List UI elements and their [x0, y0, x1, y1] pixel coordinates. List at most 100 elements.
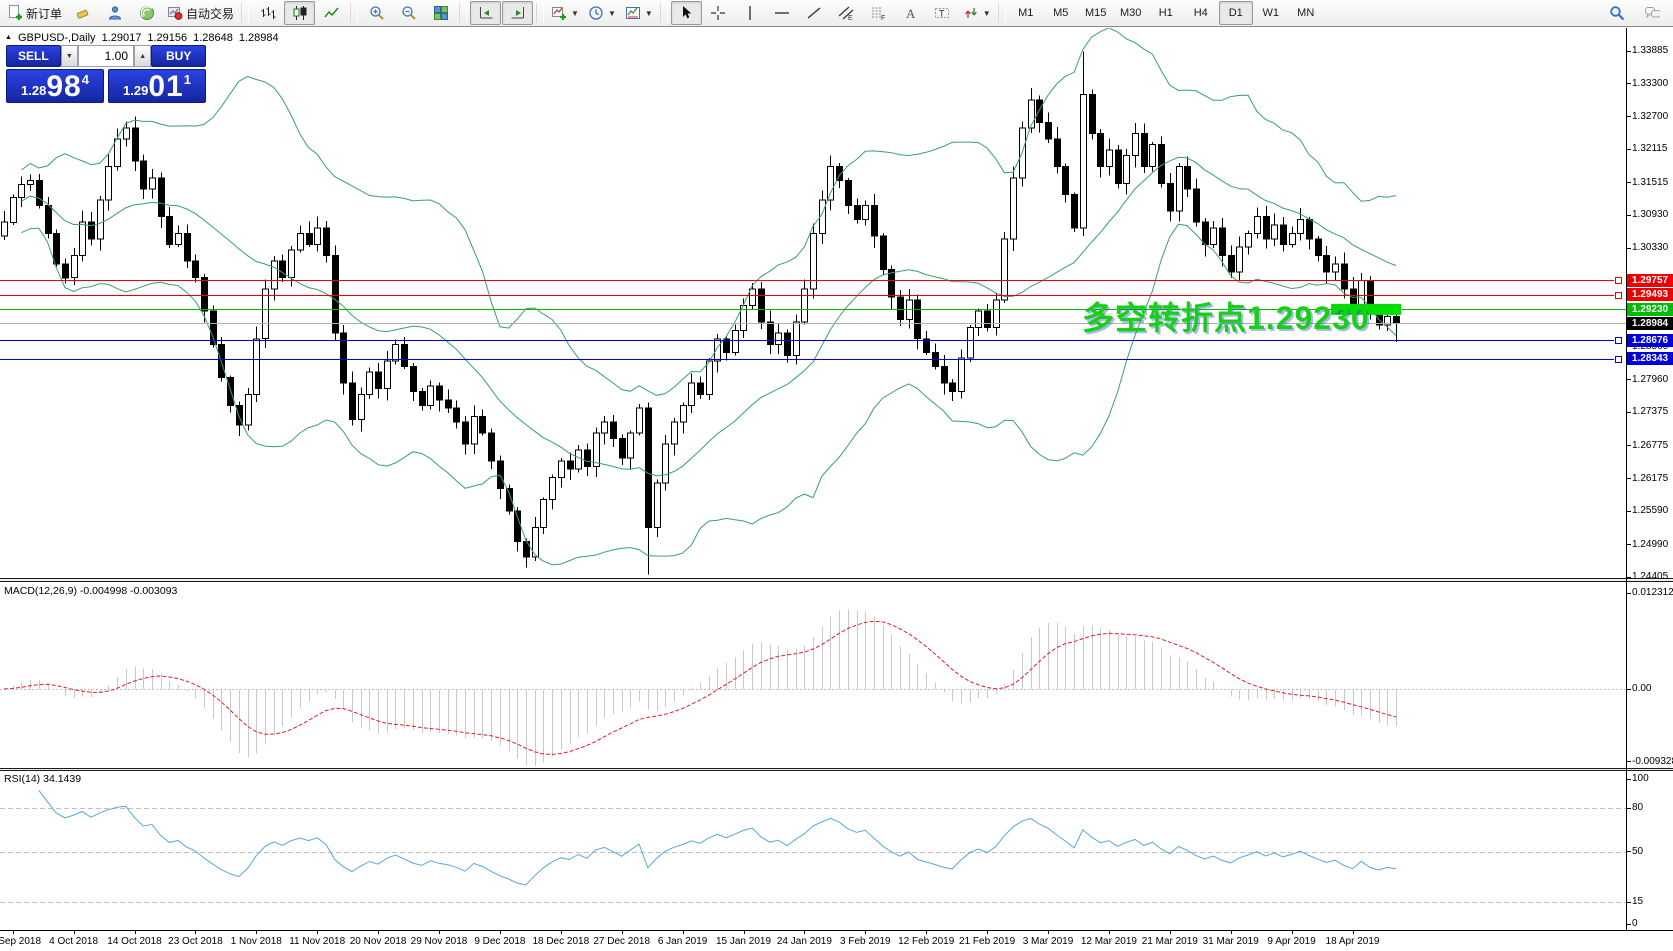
tf-m1-button[interactable]: M1 [1009, 1, 1043, 25]
arrows-button[interactable]: ▼ [959, 1, 995, 25]
sell-price-sup: 4 [81, 72, 89, 87]
date-axis-label: 27 Dec 2018 [593, 936, 651, 947]
rsi-label: RSI(14) 34.1439 [4, 773, 82, 785]
macd-axis-tick [1627, 688, 1631, 690]
toolbar: 新订单 自动交易 ▼ ▼ ▼ E F A T ▼ M1 M5 M15 M30 H1 H4 D1 W1 MN [0, 0, 1673, 27]
macd-axis-label: 0.00 [1632, 683, 1652, 694]
sell-button[interactable]: SELL [6, 45, 61, 67]
annotation-text: 多空转折点1.29230 [1082, 300, 1370, 336]
tf-w1-button[interactable]: W1 [1254, 1, 1288, 25]
date-axis-label: 18 Dec 2018 [532, 936, 590, 947]
rsi-axis-label: 100 [1632, 773, 1649, 784]
price-axis-tick [1627, 50, 1631, 52]
price-axis-label: 1.24405 [1632, 571, 1669, 583]
volume-increment-button[interactable]: ▲ [134, 45, 152, 67]
sell-price-display[interactable]: 1.28 98 4 [6, 69, 104, 103]
line-chart-icon [323, 5, 340, 21]
vline-button[interactable] [735, 1, 766, 25]
rsi-chart [0, 789, 1626, 903]
date-axis-label: 3 Feb 2019 [839, 936, 891, 947]
channel-button[interactable]: E [831, 1, 862, 25]
arrow-objects-icon [963, 5, 979, 21]
tf-d1-button-label: D1 [1228, 7, 1243, 19]
auto-scroll-button[interactable] [470, 1, 502, 25]
price-axis-label: 1.27960 [1632, 373, 1669, 385]
signal-icon [139, 5, 155, 21]
dropdown-arrow-icon[interactable]: ▼ [644, 8, 653, 18]
zoom-out-button[interactable] [393, 1, 424, 25]
volume-decrement-button[interactable]: ▼ [60, 45, 78, 67]
tf-m30-button[interactable]: M30 [1114, 1, 1148, 25]
dropdown-arrow-icon[interactable]: ▼ [571, 8, 579, 18]
tf-m15-button[interactable]: M15 [1079, 1, 1113, 25]
rsi-axis-label: 0 [1632, 918, 1638, 929]
zoom-in-button[interactable] [361, 1, 392, 25]
hline-button[interactable] [767, 1, 798, 25]
volume-input[interactable] [78, 45, 134, 67]
date-axis-label: 24 Jan 2019 [776, 936, 832, 947]
tf-mn-button[interactable]: MN [1289, 1, 1323, 25]
templates-button[interactable]: ▼ [621, 1, 657, 25]
date-axis-label: 29 Nov 2018 [410, 936, 468, 947]
autotrading-icon [167, 5, 183, 21]
price-axis-tick [1627, 83, 1631, 84]
price-axis-tick [1627, 116, 1631, 118]
date-axis-tick [134, 931, 136, 934]
chart-shift-button[interactable] [502, 1, 534, 25]
buy-price-display[interactable]: 1.29 01 1 [108, 69, 206, 103]
tf-m30-button-label: M30 [1120, 7, 1142, 19]
dropdown-arrow-icon[interactable]: ▼ [982, 8, 991, 18]
chat-button[interactable] [1636, 1, 1667, 25]
tf-h4-button[interactable]: H4 [1184, 1, 1218, 25]
trendline-button[interactable] [799, 1, 830, 25]
candlestick-icon [292, 5, 308, 21]
toolbar-separator [997, 3, 1006, 23]
toolbar-separator [459, 3, 468, 23]
tile-windows-button[interactable] [425, 1, 456, 25]
eraser-button[interactable] [67, 1, 98, 25]
search-button[interactable] [1601, 1, 1632, 25]
price-axis-label: 1.26775 [1632, 439, 1669, 451]
date-axis-tick [682, 931, 684, 934]
sell-price-small: 1.28 [21, 83, 47, 98]
pane-divider[interactable] [0, 578, 1673, 582]
current-price-badge: 1.28984 [1627, 316, 1673, 330]
tf-d1-button[interactable]: D1 [1218, 1, 1253, 25]
line-chart-button[interactable] [316, 1, 347, 25]
plot-right-border [1626, 28, 1627, 931]
price-axis-tick [1627, 182, 1631, 184]
new-order-button-label: 新订单 [26, 6, 63, 21]
clock-icon [588, 5, 604, 21]
price-axis-tick [1627, 411, 1631, 413]
crosshair-button[interactable] [703, 1, 734, 25]
community-button[interactable] [99, 1, 130, 25]
buy-button[interactable]: BUY [151, 45, 206, 67]
cursor-button[interactable] [670, 1, 702, 25]
indicators-button[interactable]: ▼ [547, 1, 583, 25]
price-axis-label: 1.33300 [1632, 77, 1669, 89]
periods-button[interactable]: ▼ [584, 1, 620, 25]
date-axis-tick [865, 931, 867, 934]
pane-divider-2[interactable] [0, 768, 1673, 771]
autotrading-button[interactable]: 自动交易 [163, 1, 238, 25]
new-order-button[interactable]: 新订单 [3, 1, 66, 25]
tf-h1-button[interactable]: H1 [1149, 1, 1183, 25]
price-axis-label: 1.27375 [1632, 406, 1669, 418]
fibonacci-button[interactable]: F [863, 1, 894, 25]
svg-text:F: F [881, 15, 885, 21]
dropdown-arrow-icon[interactable]: ▼ [607, 8, 616, 18]
signals-button[interactable] [131, 1, 162, 25]
candlestick-chart [0, 28, 1626, 575]
tf-m5-button[interactable]: M5 [1044, 1, 1078, 25]
collapse-arrow-icon[interactable]: ▲ [5, 33, 12, 41]
date-axis-tick [439, 931, 440, 934]
bar-chart-button[interactable] [252, 1, 283, 25]
toolbar-separator [536, 3, 545, 23]
cursor-icon [678, 5, 694, 21]
ohlc-low: 1.28648 [193, 32, 233, 44]
text-button[interactable]: A [895, 1, 926, 25]
candlestick-button[interactable] [284, 1, 316, 25]
label-button[interactable]: T [927, 1, 958, 25]
rsi-axis-label: 80 [1632, 802, 1644, 813]
date-axis-label: 3 Mar 2019 [1022, 936, 1074, 947]
